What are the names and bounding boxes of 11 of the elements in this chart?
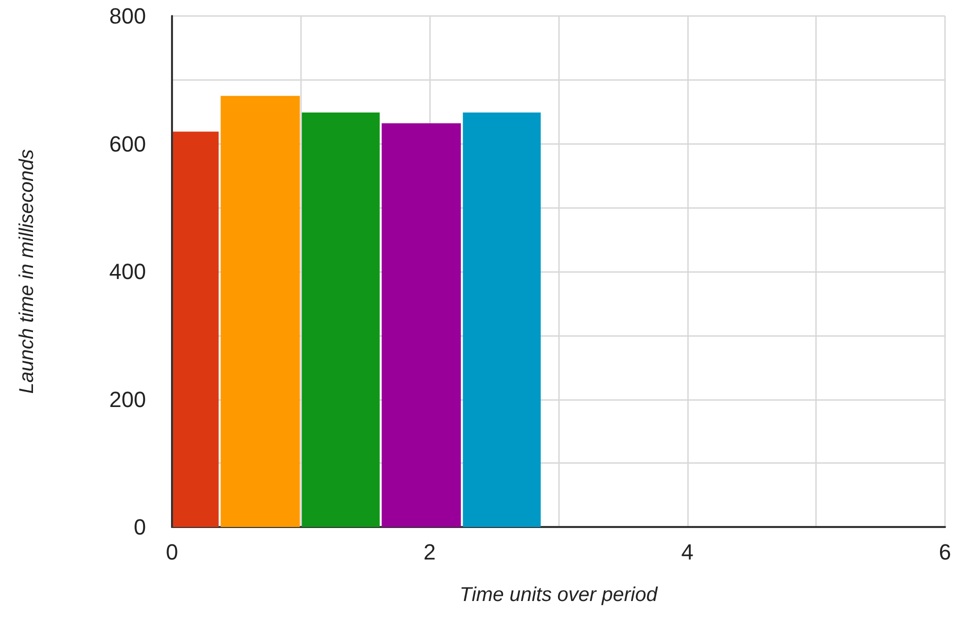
x-tick-label: 6 xyxy=(938,540,952,564)
x-tick-label: 4 xyxy=(681,540,694,564)
y-tick-label: 400 xyxy=(109,259,146,284)
x-axis-title: Time units over period xyxy=(460,584,658,606)
y-tick-label: 600 xyxy=(109,131,146,156)
x-tick-label: 0 xyxy=(166,540,178,564)
y-tick-label: 800 xyxy=(109,4,146,28)
y-tick-label: 200 xyxy=(109,386,146,412)
y-axis-title: Launch time in milliseconds xyxy=(16,149,38,394)
y-tick-label: 0 xyxy=(134,514,146,540)
x-tick-label: 2 xyxy=(424,540,436,564)
